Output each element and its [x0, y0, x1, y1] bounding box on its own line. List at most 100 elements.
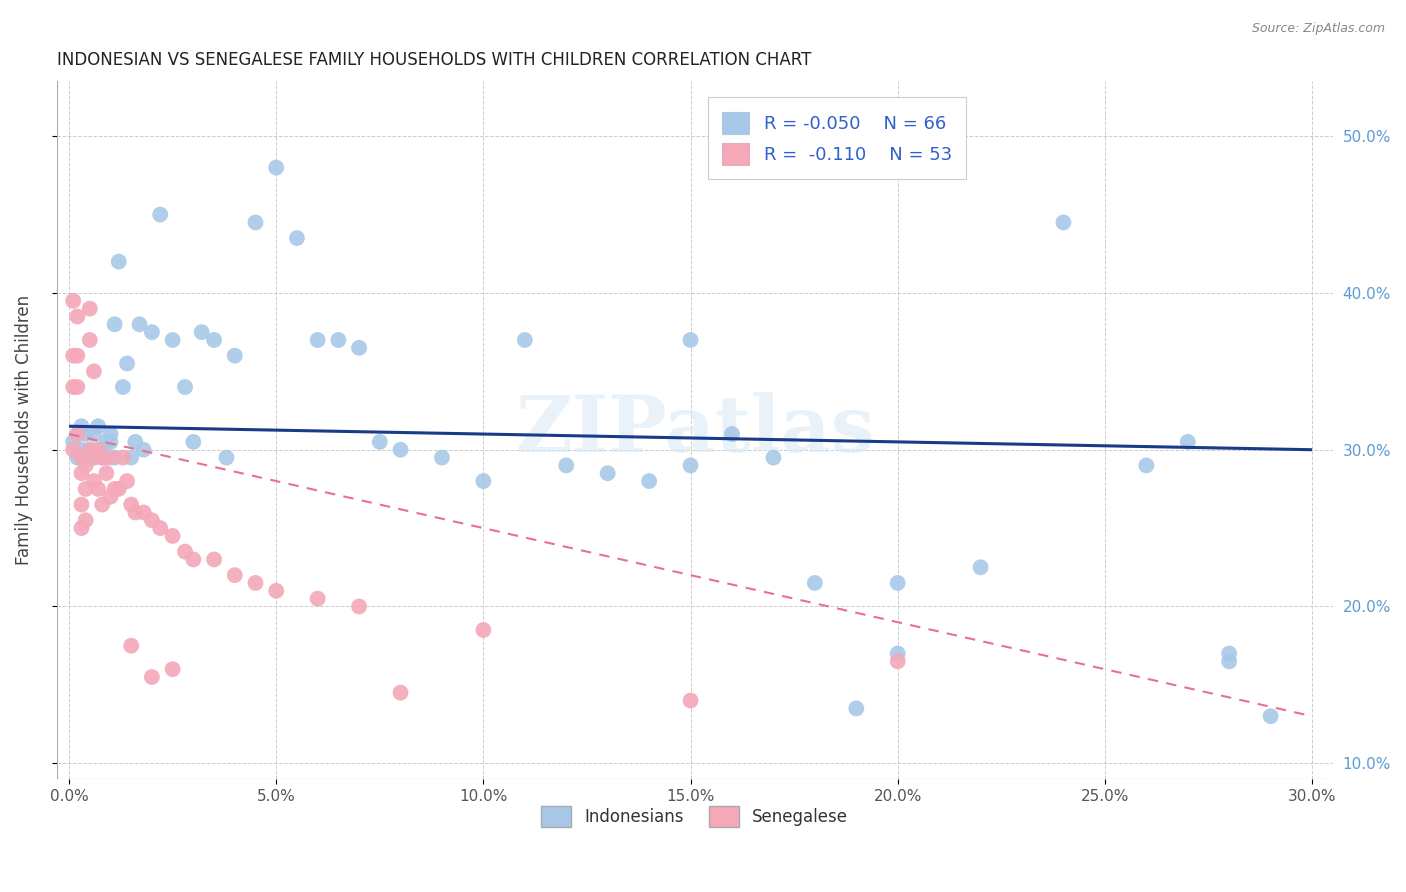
Point: [79, 442, 101, 457]
Point: [107, 254, 129, 268]
Point: [83, 450, 105, 465]
Point: [1177, 434, 1199, 449]
Point: [87, 442, 110, 457]
Point: [70, 450, 93, 465]
Point: [389, 442, 412, 457]
Point: [162, 529, 184, 543]
Point: [70, 442, 93, 457]
Point: [202, 333, 225, 347]
Point: [96, 434, 118, 449]
Point: [66, 450, 89, 465]
Point: [245, 215, 267, 229]
Point: [79, 450, 101, 465]
Point: [264, 583, 287, 598]
Text: INDONESIAN VS SENEGALESE FAMILY HOUSEHOLDS WITH CHILDREN CORRELATION CHART: INDONESIAN VS SENEGALESE FAMILY HOUSEHOL…: [56, 51, 811, 69]
Point: [66, 310, 89, 324]
Point: [96, 450, 118, 465]
Point: [79, 333, 101, 347]
Point: [120, 639, 142, 653]
Point: [285, 231, 308, 245]
Point: [111, 450, 134, 465]
Point: [91, 450, 114, 465]
Point: [969, 560, 991, 574]
Point: [83, 474, 105, 488]
Point: [70, 521, 93, 535]
Point: [162, 662, 184, 676]
Point: [100, 490, 122, 504]
Point: [307, 333, 329, 347]
Point: [124, 434, 146, 449]
Point: [679, 458, 702, 473]
Point: [141, 325, 163, 339]
Point: [149, 521, 172, 535]
Point: [100, 434, 122, 449]
Point: [389, 686, 412, 700]
Point: [70, 419, 93, 434]
Point: [128, 318, 150, 332]
Point: [96, 467, 118, 481]
Point: [162, 333, 184, 347]
Point: [66, 427, 89, 442]
Point: [202, 552, 225, 566]
Text: Source: ZipAtlas.com: Source: ZipAtlas.com: [1251, 22, 1385, 36]
Point: [132, 442, 155, 457]
Point: [104, 318, 127, 332]
Point: [141, 513, 163, 527]
Point: [245, 576, 267, 591]
Point: [66, 349, 89, 363]
Point: [762, 450, 785, 465]
Point: [91, 442, 114, 457]
Point: [596, 467, 619, 481]
Point: [224, 568, 246, 582]
Point: [886, 647, 908, 661]
Point: [87, 442, 110, 457]
Point: [75, 458, 97, 473]
Point: [100, 427, 122, 442]
Point: [638, 474, 661, 488]
Point: [1052, 215, 1074, 229]
Point: [66, 427, 89, 442]
Point: [75, 513, 97, 527]
Point: [62, 349, 84, 363]
Point: [1135, 458, 1157, 473]
Point: [124, 505, 146, 519]
Point: [721, 427, 744, 442]
Point: [107, 482, 129, 496]
Point: [183, 552, 205, 566]
Point: [183, 434, 205, 449]
Point: [141, 670, 163, 684]
Point: [83, 364, 105, 378]
Point: [87, 482, 110, 496]
Point: [120, 450, 142, 465]
Point: [264, 161, 287, 175]
Point: [115, 474, 138, 488]
Point: [430, 450, 453, 465]
Point: [62, 293, 84, 308]
Point: [62, 380, 84, 394]
Point: [83, 450, 105, 465]
Point: [804, 576, 827, 591]
Point: [100, 450, 122, 465]
Point: [679, 333, 702, 347]
Point: [174, 544, 197, 558]
Text: ZIPatlas: ZIPatlas: [515, 392, 875, 468]
Point: [104, 482, 127, 496]
Point: [104, 450, 127, 465]
Point: [91, 498, 114, 512]
Point: [224, 349, 246, 363]
Point: [347, 599, 370, 614]
Point: [132, 505, 155, 519]
Point: [115, 357, 138, 371]
Point: [70, 498, 93, 512]
Point: [679, 693, 702, 707]
Point: [307, 591, 329, 606]
Point: [1218, 647, 1240, 661]
Point: [66, 380, 89, 394]
Point: [111, 380, 134, 394]
Y-axis label: Family Households with Children: Family Households with Children: [15, 295, 32, 566]
Point: [75, 482, 97, 496]
Point: [79, 442, 101, 457]
Point: [472, 474, 495, 488]
Point: [120, 498, 142, 512]
Point: [70, 467, 93, 481]
